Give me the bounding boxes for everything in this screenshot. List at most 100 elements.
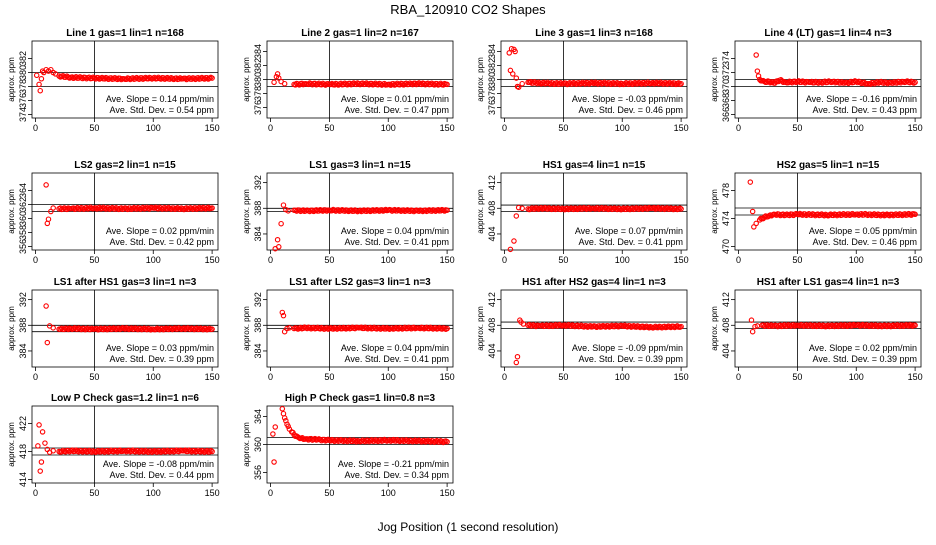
data-point: [372, 208, 379, 214]
x-tick-label: 100: [146, 488, 161, 498]
std-dev-annotation: Ave. Std. Dev. = 0.42 ppm: [110, 237, 214, 247]
data-point: [279, 309, 286, 316]
data-point: [368, 80, 375, 87]
y-tick-label: 364: [253, 409, 263, 424]
data-point: [338, 80, 344, 87]
data-point: [154, 449, 160, 455]
y-tick-label: 372: [721, 65, 731, 80]
data-point: [830, 212, 836, 219]
data-point: [114, 76, 121, 83]
data-point: [441, 325, 448, 331]
data-point: [206, 325, 213, 332]
data-point: [108, 75, 114, 81]
data-point: [642, 204, 649, 211]
chart-panel: Line 4 (LT) gas=1 lin=4 n=30 50 100 1503663…: [710, 28, 923, 133]
data-point: [614, 206, 620, 213]
data-point: [284, 325, 290, 332]
data-point: [597, 79, 604, 86]
data-point: [513, 359, 520, 366]
x-tick-label: 150: [440, 488, 455, 498]
data-point: [435, 206, 441, 213]
x-tick-label: 0: [502, 255, 507, 265]
data-point: [677, 81, 683, 87]
data-point: [856, 322, 862, 328]
y-tick-label: 360: [253, 437, 263, 452]
data-point: [188, 76, 195, 82]
data-point: [790, 322, 797, 328]
data-point: [400, 207, 407, 213]
data-point: [359, 80, 366, 86]
data-point: [373, 326, 380, 332]
data-point: [281, 415, 288, 421]
x-tick-label: 0: [33, 255, 38, 265]
y-tick-label: 382: [253, 58, 263, 73]
data-point: [574, 322, 581, 329]
data-point: [181, 325, 187, 331]
data-point: [561, 322, 568, 328]
data-point: [429, 208, 435, 214]
chart-panel: High P Check gas=1 lin=0.8 n=3 0 50 100 150 3…: [242, 393, 455, 498]
x-tick-label: 50: [324, 372, 334, 382]
y-tick-label: 378: [253, 86, 263, 101]
x-tick-label: 50: [89, 372, 99, 382]
data-point: [64, 206, 70, 213]
y-tick-label: 422: [18, 416, 28, 431]
data-point: [570, 206, 577, 213]
data-point: [812, 322, 819, 328]
data-point: [336, 324, 343, 331]
x-tick-label: 50: [324, 488, 334, 498]
data-point: [199, 206, 205, 212]
data-point: [371, 438, 377, 444]
data-point: [417, 325, 423, 332]
x-tick-label: 0: [502, 123, 507, 133]
data-point: [582, 81, 588, 87]
data-point: [618, 322, 624, 329]
x-tick-label: 100: [615, 123, 630, 133]
std-dev-annotation: Ave. Std. Dev. = 0.34 ppm: [345, 470, 449, 480]
x-tick-label: 50: [558, 372, 568, 382]
data-point: [43, 182, 49, 188]
data-point: [335, 207, 342, 213]
data-point: [754, 68, 761, 74]
x-tick-label: 100: [381, 123, 396, 133]
data-point: [122, 326, 128, 332]
data-point: [412, 437, 418, 443]
data-point: [627, 323, 633, 329]
slope-annotation: Ave. Slope = 0.04 ppm/min: [341, 343, 449, 353]
x-tick-label: 0: [502, 372, 507, 382]
y-tick-label: 404: [487, 343, 497, 358]
data-point: [162, 204, 168, 211]
data-point: [645, 206, 651, 212]
x-tick-label: 50: [89, 123, 99, 133]
x-tick-label: 100: [615, 372, 630, 382]
data-point: [586, 205, 592, 211]
y-axis-label: approx. ppm: [710, 306, 719, 351]
data-point: [117, 75, 123, 82]
slope-annotation: Ave. Slope = -0.16 ppm/min: [806, 94, 917, 104]
data-point: [803, 322, 810, 328]
data-point: [443, 81, 449, 87]
data-point: [895, 212, 902, 219]
data-point: [623, 206, 629, 213]
plot-frame: [31, 405, 219, 484]
data-point: [533, 323, 539, 330]
x-tick-label: 100: [381, 255, 396, 265]
data-point: [50, 448, 56, 454]
data-point: [208, 205, 214, 212]
data-point: [747, 179, 754, 185]
data-point: [110, 448, 117, 455]
x-tick-label: 150: [440, 255, 455, 265]
y-tick-label: 380: [487, 72, 497, 87]
panel-title: LS1 after LS2 gas=3 lin=1 n=3: [289, 277, 431, 288]
data-point: [172, 325, 178, 331]
x-tick-label: 50: [792, 372, 802, 382]
slope-annotation: Ave. Slope = 0.02 ppm/min: [106, 226, 214, 236]
x-tick-label: 150: [205, 123, 220, 133]
data-point: [434, 80, 440, 87]
y-axis-label: approx. ppm: [710, 189, 719, 234]
data-point: [341, 208, 348, 214]
data-point: [271, 79, 277, 86]
y-tick-label: 384: [487, 44, 497, 59]
x-tick-label: 50: [792, 255, 802, 265]
